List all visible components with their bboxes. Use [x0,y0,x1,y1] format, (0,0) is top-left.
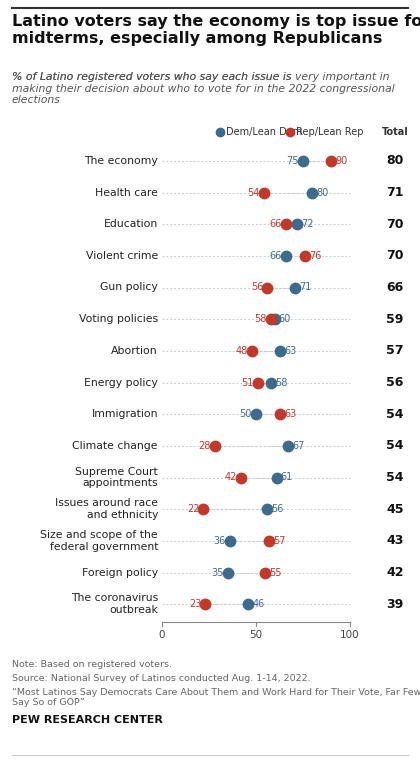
Text: 0: 0 [159,630,165,640]
Text: 54: 54 [386,407,404,420]
Text: 57: 57 [386,344,404,357]
Text: 57: 57 [273,536,286,546]
Text: Rep/Lean Rep: Rep/Lean Rep [296,127,363,137]
Text: 90: 90 [335,156,347,166]
Text: 23: 23 [189,599,201,609]
Text: 45: 45 [386,503,404,516]
Text: Total: Total [382,127,408,137]
Text: 35: 35 [211,568,224,578]
Text: 66: 66 [386,281,404,294]
Text: % of Latino registered voters who say each issue is very important in
making the: % of Latino registered voters who say ea… [12,72,395,105]
Text: 58: 58 [255,314,267,324]
Text: 58: 58 [275,378,287,388]
Text: 61: 61 [281,472,293,482]
Text: 80: 80 [386,154,404,167]
Text: 43: 43 [386,534,404,547]
Text: The economy: The economy [84,156,158,166]
Text: Size and scope of the
federal government: Size and scope of the federal government [40,530,158,552]
Text: 63: 63 [284,346,297,356]
Text: 56: 56 [251,282,263,292]
Text: 56: 56 [271,504,284,514]
Text: Note: Based on registered voters.: Note: Based on registered voters. [12,660,172,669]
Text: 76: 76 [309,251,321,261]
Text: “Most Latinos Say Democrats Care About Them and Work Hard for Their Vote, Far Fe: “Most Latinos Say Democrats Care About T… [12,688,420,707]
Text: 50: 50 [240,409,252,419]
Text: 50: 50 [249,630,262,640]
Text: 55: 55 [269,568,282,578]
Text: 54: 54 [386,471,404,484]
Text: Supreme Court
appointments: Supreme Court appointments [75,467,158,488]
Text: Climate change: Climate change [73,441,158,451]
Text: Dem/Lean Dem: Dem/Lean Dem [226,127,302,137]
Text: Violent crime: Violent crime [86,251,158,261]
Text: 42: 42 [225,472,237,482]
Text: Issues around race
and ethnicity: Issues around race and ethnicity [55,498,158,520]
Text: 66: 66 [270,251,282,261]
Text: 71: 71 [386,186,404,199]
Text: PEW RESEARCH CENTER: PEW RESEARCH CENTER [12,715,163,725]
Text: Energy policy: Energy policy [84,378,158,388]
Text: Voting policies: Voting policies [79,314,158,324]
Text: 42: 42 [386,566,404,579]
Text: 75: 75 [286,156,299,166]
Text: Health care: Health care [95,188,158,198]
Text: 100: 100 [340,630,360,640]
Text: Education: Education [104,219,158,229]
Text: Abortion: Abortion [111,346,158,356]
Text: 36: 36 [213,536,226,546]
Text: Latino voters say the economy is top issue for 2022
midterms, especially among R: Latino voters say the economy is top iss… [12,14,420,47]
Text: 72: 72 [302,219,314,229]
Text: Immigration: Immigration [92,409,158,419]
Text: Foreign policy: Foreign policy [82,568,158,578]
Text: 66: 66 [270,219,282,229]
Text: 67: 67 [292,441,304,451]
Text: 70: 70 [386,217,404,230]
Text: 60: 60 [279,314,291,324]
Text: The coronavirus
outbreak: The coronavirus outbreak [71,594,158,615]
Text: 54: 54 [386,439,404,452]
Text: 59: 59 [386,313,404,326]
Text: 56: 56 [386,376,404,389]
Text: 39: 39 [386,597,404,610]
Text: 48: 48 [236,346,248,356]
Text: % of Latino registered voters who say each issue is: % of Latino registered voters who say ea… [12,72,295,82]
Text: 54: 54 [247,188,260,198]
Text: 80: 80 [316,188,328,198]
Text: 70: 70 [386,250,404,262]
Text: Source: National Survey of Latinos conducted Aug. 1-14, 2022.: Source: National Survey of Latinos condu… [12,674,311,683]
Text: Gun policy: Gun policy [100,282,158,292]
Text: 63: 63 [284,409,297,419]
Text: 28: 28 [198,441,211,451]
Text: 46: 46 [252,599,265,609]
Text: 22: 22 [187,504,200,514]
Text: 71: 71 [299,282,312,292]
Text: 51: 51 [241,378,254,388]
